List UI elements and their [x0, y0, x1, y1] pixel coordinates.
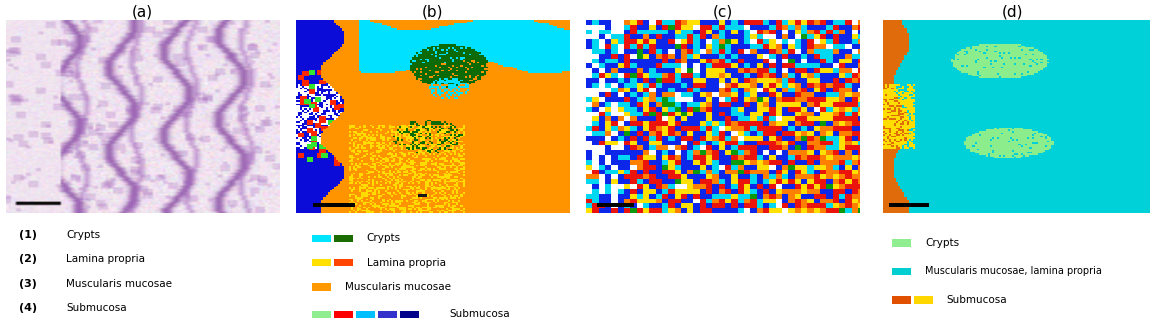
Bar [312, 283, 331, 291]
Title: (a): (a) [132, 5, 154, 20]
Text: Crypts: Crypts [66, 230, 100, 240]
Text: (4): (4) [20, 303, 38, 313]
Text: Submucosa: Submucosa [947, 295, 1007, 305]
Title: (d): (d) [1001, 5, 1023, 20]
Bar [892, 268, 911, 275]
Text: Lamina propria: Lamina propria [66, 254, 146, 264]
Text: Lamina propria: Lamina propria [367, 258, 446, 268]
Text: Crypts: Crypts [925, 238, 959, 248]
Bar [334, 310, 353, 318]
Text: (1): (1) [20, 230, 37, 240]
Text: Muscularis mucosae, lamina propria: Muscularis mucosae, lamina propria [925, 267, 1102, 277]
Text: Submucosa: Submucosa [66, 303, 127, 313]
Bar [892, 239, 911, 247]
Text: (3): (3) [20, 279, 37, 289]
Bar [312, 259, 331, 267]
Bar [378, 310, 397, 318]
Bar [312, 235, 331, 242]
Title: (c): (c) [713, 5, 732, 20]
Bar [892, 296, 911, 304]
Bar [356, 310, 375, 318]
Text: Crypts: Crypts [367, 233, 401, 243]
Text: Muscularis mucosae: Muscularis mucosae [345, 282, 450, 292]
Bar [400, 310, 419, 318]
Text: (2): (2) [20, 254, 37, 264]
Bar [334, 235, 353, 242]
Title: (b): (b) [422, 5, 444, 20]
Text: Submucosa: Submucosa [449, 309, 509, 319]
Bar [312, 310, 331, 318]
Bar [914, 296, 933, 304]
Text: Muscularis mucosae: Muscularis mucosae [66, 279, 172, 289]
Bar [334, 259, 353, 267]
